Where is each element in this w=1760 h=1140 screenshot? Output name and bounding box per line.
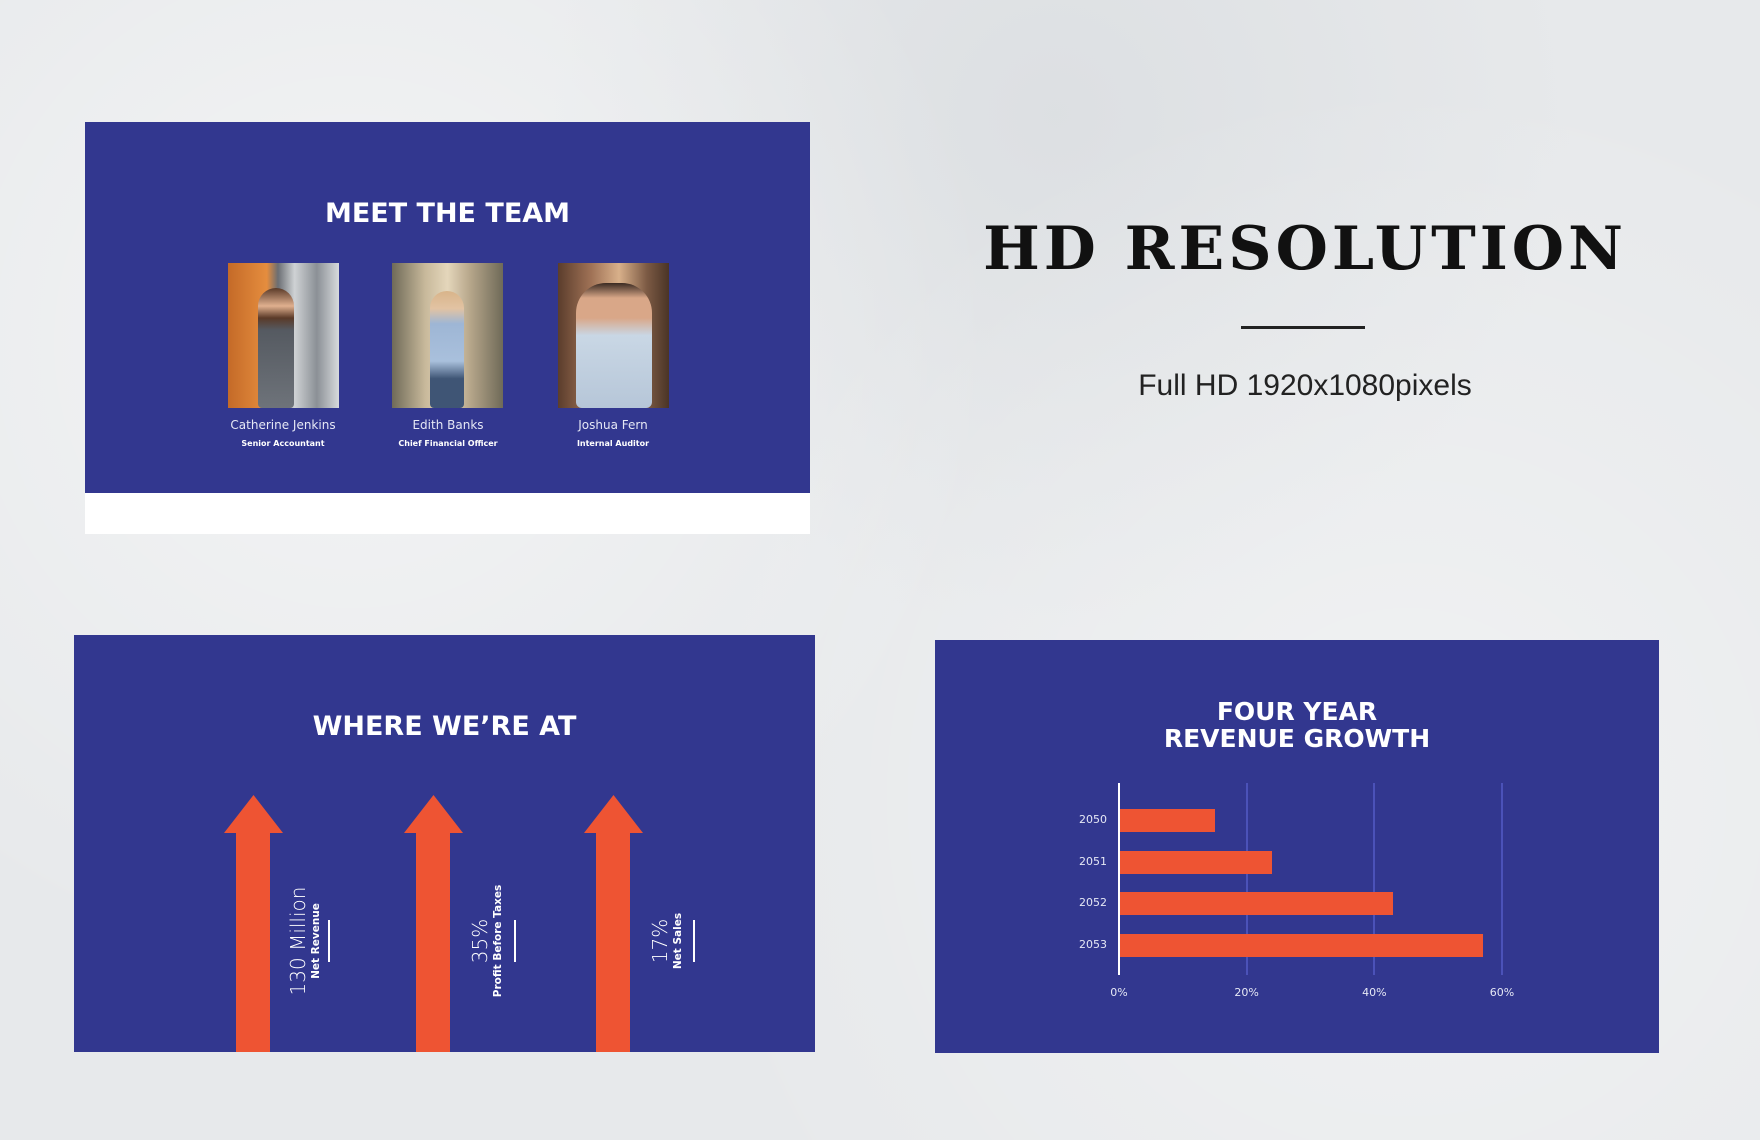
y-tick-label: 2052 [1079,896,1107,909]
y-axis-line [1118,783,1120,975]
stat-divider [328,920,330,962]
gridline [1501,783,1503,975]
arrow-up-icon [404,795,463,1052]
bar [1119,933,1483,957]
bar [1119,850,1273,874]
member-role: Internal Auditor [576,439,650,448]
stat-divider [514,920,516,962]
x-tick-label: 20% [1234,986,1259,999]
team-slide-footer [85,493,810,534]
member-photo [558,263,669,408]
hd-title: HD RESOLUTION [983,214,1627,284]
stat-net-sales: 17% Net Sales [648,912,685,970]
member-role: Senior Accountant [241,439,325,448]
stat-divider [693,920,695,962]
x-tick-label: 40% [1362,986,1387,999]
x-tick-label: 60% [1489,986,1515,999]
stat-value: 17% [648,918,672,964]
chart-title-line2: REVENUE GROWTH [1163,724,1431,753]
y-tick-label: 2053 [1079,937,1107,951]
y-tick-label: 2051 [1079,854,1107,868]
member-name: Catherine Jenkins [230,418,336,432]
arrow-up-icon [584,795,643,1052]
arrow-up-icon [224,795,283,1052]
chart-slide [935,640,1659,1053]
stat-profit-before-taxes: 35% Profit Before Taxes [468,884,505,998]
stat-label: Net Revenue [310,903,322,979]
stats-slide-title: WHERE WE’RE AT [312,711,577,742]
member-photo [228,263,339,408]
y-tick-label: 2050 [1079,813,1107,826]
stat-value: 130 Million [286,886,310,996]
x-tick-label: 0% [1110,986,1128,999]
stat-value: 35% [468,918,492,964]
stat-label: Profit Before Taxes [492,884,504,998]
stat-net-revenue: 130 Million Net Revenue [286,886,323,996]
member-name: Edith Banks [412,418,484,432]
chart-title-line1: FOUR YEAR [1216,697,1378,726]
member-name: Joshua Fern [578,418,648,432]
hd-divider [1241,326,1365,329]
gridline [1373,783,1376,975]
member-photo [392,263,503,408]
hd-subtitle: Full HD 1920x1080pixels [1138,369,1472,402]
team-slide-title: MEET THE TEAM [324,198,571,229]
bar [1119,809,1215,832]
member-role: Chief Financial Officer [398,439,498,448]
bar [1119,892,1394,915]
gridline [1245,783,1248,975]
stat-label: Net Sales [672,912,684,970]
